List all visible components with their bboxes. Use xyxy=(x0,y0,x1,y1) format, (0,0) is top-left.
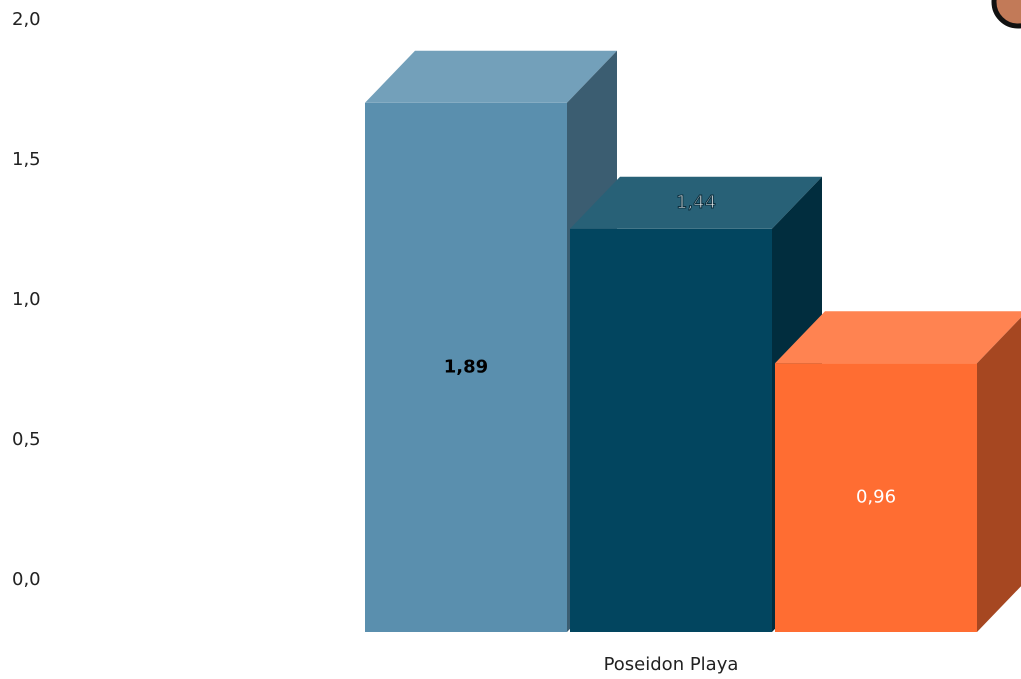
value-label: 1,44 xyxy=(676,192,716,213)
bar-top xyxy=(775,311,1021,364)
bar-top xyxy=(365,50,617,103)
bar-side xyxy=(977,317,1021,632)
bar-top xyxy=(570,176,822,229)
bar-3d xyxy=(775,311,1021,632)
y-tick-label: 0,5 xyxy=(12,429,41,450)
bar xyxy=(570,228,772,633)
y-tick-label: 1,0 xyxy=(12,289,41,310)
bar xyxy=(775,363,977,632)
value-label: 1,89 xyxy=(444,356,488,377)
value-label: 0,96 xyxy=(856,487,896,508)
bar xyxy=(365,102,567,633)
y-tick-label: 1,5 xyxy=(12,149,41,170)
avatar-icon xyxy=(991,0,1021,29)
x-tick-label: Poseidon Playa xyxy=(604,654,739,675)
y-tick-label: 0,0 xyxy=(12,569,41,590)
y-tick-label: 2,0 xyxy=(12,9,41,30)
